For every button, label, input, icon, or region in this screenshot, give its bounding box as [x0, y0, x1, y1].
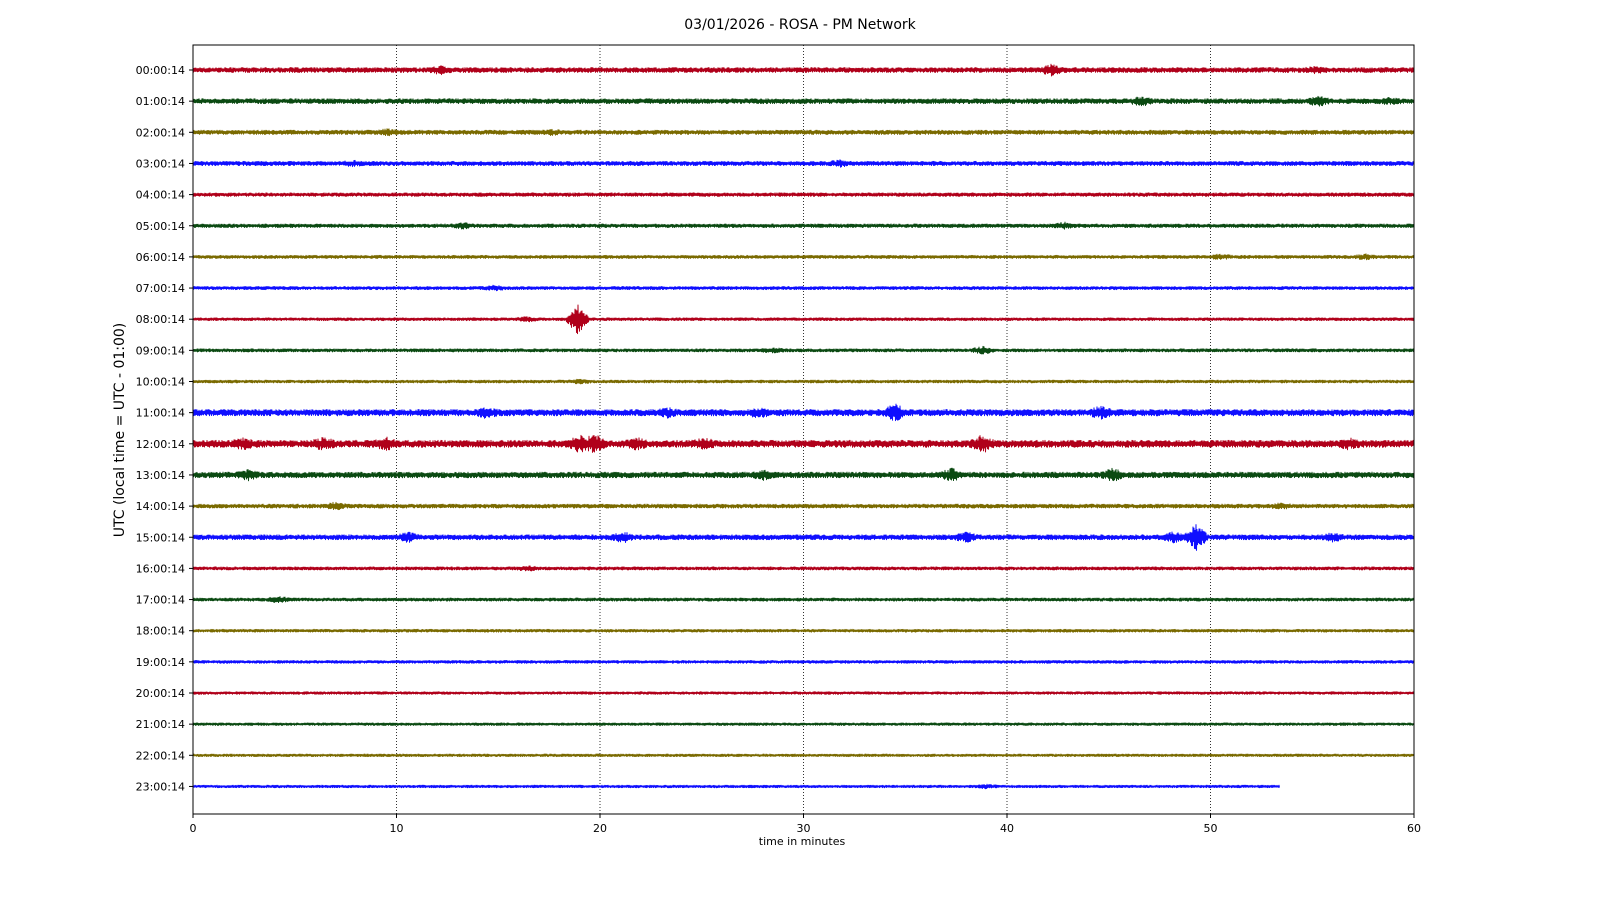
seismic-trace [192, 253, 1415, 261]
seismic-trace [192, 434, 1415, 453]
seismic-trace [192, 63, 1415, 77]
y-tick-label: 10:00:14 [136, 376, 185, 389]
y-tick-label: 12:00:14 [136, 438, 185, 451]
seismic-trace [192, 783, 1280, 790]
seismic-trace [192, 95, 1415, 107]
seismic-trace [192, 659, 1415, 664]
x-tick-label: 50 [1204, 822, 1218, 835]
y-tick-label: 13:00:14 [136, 469, 185, 482]
seismic-trace [192, 467, 1415, 482]
x-tick-label: 20 [593, 822, 607, 835]
y-tick-label: 15:00:14 [136, 531, 185, 544]
seismic-trace [192, 524, 1415, 551]
y-tick-label: 06:00:14 [136, 251, 185, 264]
y-tick-label: 21:00:14 [136, 718, 185, 731]
seismic-trace [192, 304, 1415, 335]
seismic-trace [192, 192, 1415, 197]
seismic-trace [192, 378, 1415, 385]
seismic-trace [192, 628, 1415, 633]
seismic-trace [192, 722, 1415, 726]
plot-frame [192, 44, 1415, 815]
y-tick-label: 08:00:14 [136, 313, 185, 326]
y-tick-label: 04:00:14 [136, 189, 185, 202]
seismic-trace [192, 501, 1415, 511]
seismic-traces [192, 63, 1415, 790]
y-tick-label: 23:00:14 [136, 780, 185, 793]
x-tick-label: 40 [1000, 822, 1014, 835]
y-tick-label: 22:00:14 [136, 749, 185, 762]
y-tick-label: 00:00:14 [136, 64, 185, 77]
y-tick-label: 09:00:14 [136, 344, 185, 357]
y-tick-label: 02:00:14 [136, 126, 185, 139]
y-tick-label: 14:00:14 [136, 500, 185, 513]
y-tick-label: 11:00:14 [136, 407, 185, 420]
x-axis-label: time in minutes [759, 835, 846, 848]
axis-ticks: 0 10 20 30 40 50 60 00:00:14 01:00:14 02:00:14 03:… [136, 64, 1421, 835]
y-tick-label: 03:00:14 [136, 157, 185, 170]
y-tick-label: 05:00:14 [136, 220, 185, 233]
seismic-trace [192, 345, 1415, 355]
y-tick-label: 19:00:14 [136, 656, 185, 669]
seismic-trace [192, 596, 1415, 604]
y-tick-label: 17:00:14 [136, 594, 185, 607]
grid-lines [396, 45, 1211, 814]
y-tick-label: 20:00:14 [136, 687, 185, 700]
y-axis-label: UTC (local time = UTC - 01:00) [112, 323, 128, 538]
x-tick-label: 30 [797, 822, 811, 835]
seismic-trace [192, 221, 1415, 230]
x-tick-label: 60 [1407, 822, 1421, 835]
chart-title: 03/01/2026 - ROSA - PM Network [684, 17, 916, 33]
x-tick-label: 0 [190, 822, 197, 835]
y-tick-label: 18:00:14 [136, 625, 185, 638]
seismic-trace [192, 691, 1415, 695]
seismic-trace [192, 159, 1415, 168]
seismic-trace [192, 753, 1415, 758]
y-tick-label: 07:00:14 [136, 282, 185, 295]
seismic-trace [192, 128, 1415, 137]
x-tick-label: 10 [390, 822, 404, 835]
seismic-trace [192, 284, 1415, 292]
y-tick-label: 16:00:14 [136, 562, 185, 575]
seismic-trace [192, 403, 1415, 422]
seismic-trace [192, 565, 1415, 572]
y-tick-label: 01:00:14 [136, 95, 185, 108]
